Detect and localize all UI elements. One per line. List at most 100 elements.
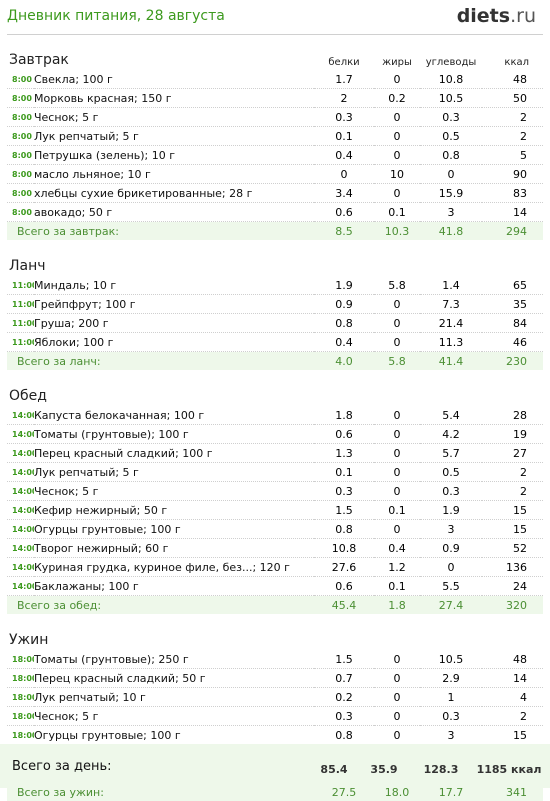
fat-value: 0 [374,688,420,707]
fat-value: 0 [374,669,420,688]
carbs-value: 1 [420,688,482,707]
carbs-value: 10.8 [420,70,482,89]
kcal-value: 2 [482,707,543,726]
protein-value: 3.4 [314,184,374,203]
kcal-value: 50 [482,89,543,108]
total-kcal: 230 [482,352,543,371]
food-name: Кефир нежирный; 50 г [34,501,314,520]
protein-value: 1.5 [314,501,374,520]
food-row: 14:00Баклажаны; 100 г0.60.15.524 [7,577,543,596]
meal-time: 8:00 [7,165,34,184]
column-header-protein: белки [314,46,374,70]
kcal-value: 15 [482,520,543,539]
food-name: Капуста белокачанная; 100 г [34,406,314,425]
food-row: 14:00Перец красный сладкий; 100 г1.305.7… [7,444,543,463]
meal-time: 14:00 [7,577,34,596]
protein-value: 0.2 [314,688,374,707]
carbs-value: 11.3 [420,333,482,352]
kcal-value: 4 [482,688,543,707]
fat-value: 0 [374,146,420,165]
food-name: авокадо; 50 г [34,203,314,222]
fat-value: 1.2 [374,558,420,577]
site-logo[interactable]: diets.ru [457,5,536,27]
protein-value: 0.7 [314,669,374,688]
fat-value: 0.1 [374,203,420,222]
food-name: Творог нежирный; 60 г [34,539,314,558]
page-header: Дневник питания, 28 августа diets.ru [0,0,550,34]
meal-time: 11:00 [7,295,34,314]
food-name: Чеснок; 5 г [34,108,314,127]
fat-value: 0 [374,108,420,127]
day-total-fat: 35.9 [361,763,407,776]
column-header-kcal [482,382,543,406]
column-header-carbs [420,626,482,650]
day-total-label: Всего за день: [12,759,112,774]
kcal-value: 2 [482,463,543,482]
fat-value: 0 [374,650,420,669]
food-name: Перец красный сладкий; 50 г [34,669,314,688]
protein-value: 0.4 [314,146,374,165]
carbs-value: 0.9 [420,539,482,558]
food-name: Томаты (грунтовые); 250 г [34,650,314,669]
protein-value: 0.3 [314,108,374,127]
food-name: масло льняное; 10 г [34,165,314,184]
fat-value: 0 [374,463,420,482]
protein-value: 0.3 [314,482,374,501]
meal-time: 14:00 [7,444,34,463]
day-total-carbs: 128.3 [410,763,472,776]
meal-time: 8:00 [7,108,34,127]
kcal-value: 2 [482,482,543,501]
fat-value: 5.8 [374,276,420,295]
section-gap [7,240,543,252]
section-gap [7,614,543,626]
kcal-value: 48 [482,650,543,669]
protein-value: 1.3 [314,444,374,463]
food-row: 11:00Грейпфрут; 100 г0.907.335 [7,295,543,314]
fat-value: 0 [374,333,420,352]
logo-suffix: .ru [510,5,536,27]
protein-value: 0.9 [314,295,374,314]
fat-value: 0.4 [374,539,420,558]
column-header-carbs [420,382,482,406]
kcal-value: 19 [482,425,543,444]
protein-value: 10.8 [314,539,374,558]
fat-value: 0.1 [374,577,420,596]
section-header: Ужин [7,626,543,650]
food-name: Лук репчатый; 10 г [34,688,314,707]
protein-value: 0.4 [314,333,374,352]
food-name: Петрушка (зелень); 10 г [34,146,314,165]
kcal-value: 14 [482,669,543,688]
protein-value: 27.6 [314,558,374,577]
carbs-value: 0.3 [420,707,482,726]
carbs-value: 3 [420,203,482,222]
meal-time: 18:00 [7,669,34,688]
kcal-value: 5 [482,146,543,165]
protein-value: 0.8 [314,726,374,745]
protein-value: 0.1 [314,463,374,482]
fat-value: 0 [374,482,420,501]
meal-time: 8:00 [7,70,34,89]
food-name: Свекла; 100 г [34,70,314,89]
meal-time: 8:00 [7,127,34,146]
meal-time: 18:00 [7,707,34,726]
kcal-value: 46 [482,333,543,352]
carbs-value: 0 [420,165,482,184]
total-protein: 4.0 [314,352,374,371]
fat-value: 0 [374,70,420,89]
fat-value: 0 [374,520,420,539]
protein-value: 0.1 [314,127,374,146]
fat-value: 0 [374,726,420,745]
protein-value: 0.8 [314,314,374,333]
meal-time: 14:00 [7,539,34,558]
meal-time: 14:00 [7,501,34,520]
